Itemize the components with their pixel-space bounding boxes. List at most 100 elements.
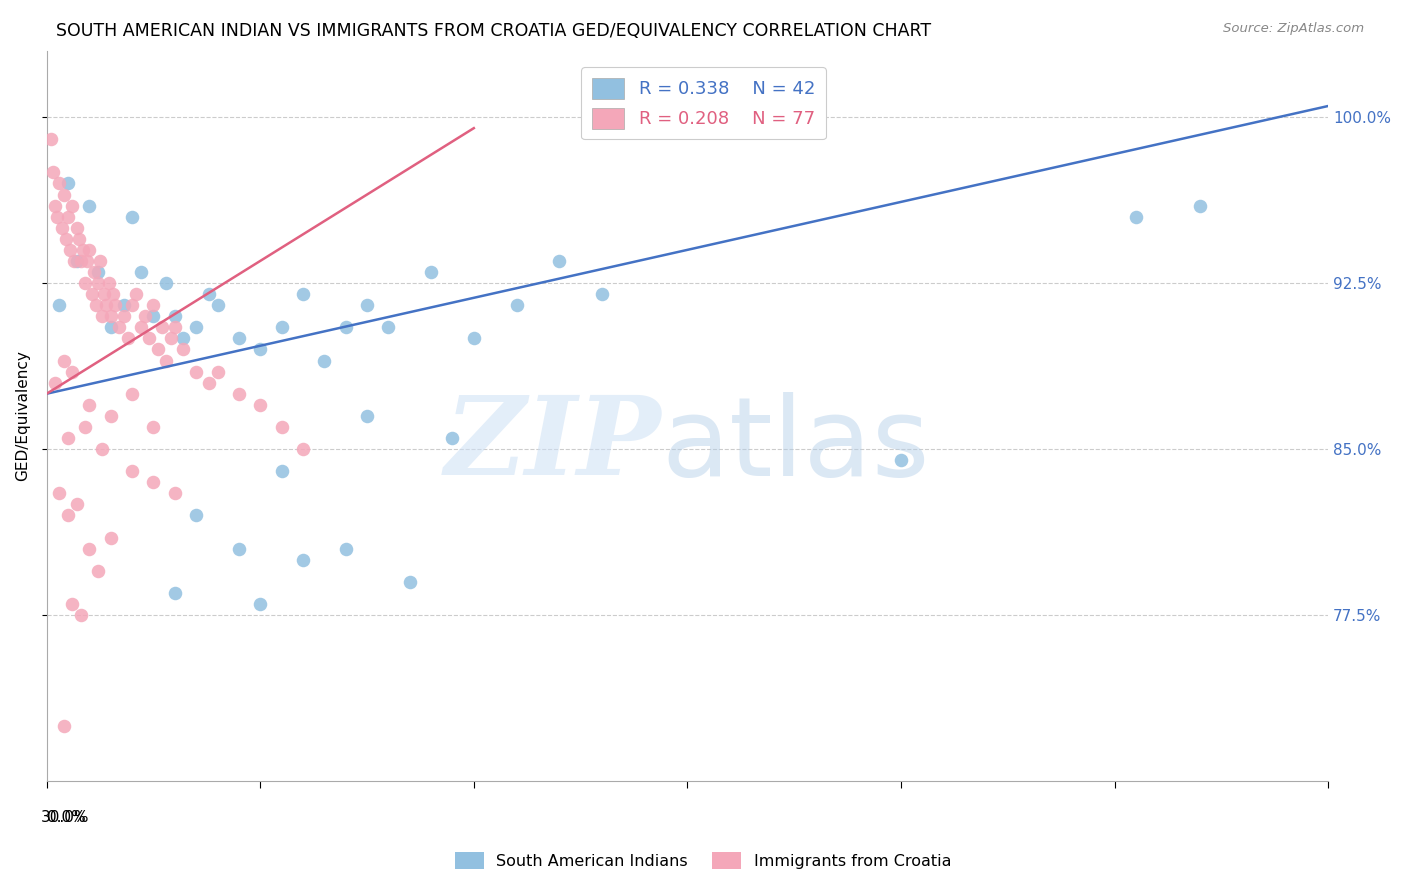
Point xyxy=(155,276,177,290)
Point xyxy=(91,442,114,456)
Point xyxy=(186,365,208,379)
Point xyxy=(100,409,122,423)
Y-axis label: GED/Equivalency: GED/Equivalency xyxy=(15,351,30,482)
Legend: R = 0.338    N = 42, R = 0.208    N = 77: R = 0.338 N = 42, R = 0.208 N = 77 xyxy=(581,67,827,139)
Point xyxy=(79,541,101,556)
Point xyxy=(142,475,165,490)
Point xyxy=(91,310,114,324)
Point xyxy=(172,331,194,345)
Point xyxy=(51,220,73,235)
Point xyxy=(163,310,186,324)
Point xyxy=(125,287,148,301)
Point xyxy=(172,343,194,357)
Point xyxy=(87,564,110,578)
Text: Source: ZipAtlas.com: Source: ZipAtlas.com xyxy=(1223,22,1364,36)
Point xyxy=(48,177,70,191)
Point xyxy=(65,220,87,235)
Point xyxy=(1125,210,1147,224)
Point xyxy=(291,287,314,301)
Point xyxy=(159,331,181,345)
Point xyxy=(228,386,250,401)
Point xyxy=(505,298,527,312)
Point xyxy=(39,132,62,146)
Point xyxy=(249,597,271,611)
Point xyxy=(60,365,83,379)
Point xyxy=(548,254,571,268)
Point xyxy=(75,420,97,434)
Point xyxy=(163,320,186,334)
Point xyxy=(76,254,98,268)
Point xyxy=(100,531,122,545)
Point xyxy=(163,486,186,500)
Point xyxy=(42,165,65,179)
Point xyxy=(142,298,165,312)
Point xyxy=(129,265,152,279)
Point xyxy=(117,331,139,345)
Point xyxy=(48,298,70,312)
Point xyxy=(83,265,105,279)
Point xyxy=(186,320,208,334)
Point xyxy=(52,719,75,733)
Point xyxy=(207,298,229,312)
Point xyxy=(79,243,101,257)
Text: ZIP: ZIP xyxy=(446,392,662,499)
Point xyxy=(121,298,143,312)
Point xyxy=(142,310,165,324)
Point xyxy=(291,442,314,456)
Point xyxy=(121,386,143,401)
Point xyxy=(270,420,292,434)
Text: atlas: atlas xyxy=(662,392,931,499)
Point xyxy=(46,210,69,224)
Point xyxy=(79,198,101,212)
Point xyxy=(291,552,314,566)
Point xyxy=(69,607,91,622)
Point xyxy=(52,187,75,202)
Point xyxy=(142,420,165,434)
Point xyxy=(198,376,221,390)
Point xyxy=(398,574,420,589)
Point xyxy=(186,508,208,523)
Point xyxy=(335,320,357,334)
Point xyxy=(270,464,292,478)
Point xyxy=(155,353,177,368)
Point xyxy=(146,343,169,357)
Point xyxy=(56,508,79,523)
Point xyxy=(138,331,160,345)
Point xyxy=(60,198,83,212)
Point xyxy=(134,310,156,324)
Point xyxy=(63,254,86,268)
Point xyxy=(207,365,229,379)
Point xyxy=(101,287,124,301)
Point xyxy=(108,320,131,334)
Point xyxy=(463,331,485,345)
Point xyxy=(112,298,135,312)
Point xyxy=(48,486,70,500)
Point xyxy=(591,287,613,301)
Point xyxy=(87,265,110,279)
Point xyxy=(1188,198,1211,212)
Text: 0.0%: 0.0% xyxy=(46,810,86,825)
Point xyxy=(356,409,378,423)
Point xyxy=(79,398,101,412)
Point xyxy=(87,276,110,290)
Point xyxy=(89,254,111,268)
Text: SOUTH AMERICAN INDIAN VS IMMIGRANTS FROM CROATIA GED/EQUIVALENCY CORRELATION CHA: SOUTH AMERICAN INDIAN VS IMMIGRANTS FROM… xyxy=(56,22,931,40)
Point xyxy=(59,243,82,257)
Point xyxy=(84,298,107,312)
Point xyxy=(60,597,83,611)
Point xyxy=(72,243,94,257)
Point xyxy=(104,298,127,312)
Point xyxy=(121,464,143,478)
Point xyxy=(112,310,135,324)
Point xyxy=(44,376,66,390)
Point xyxy=(249,343,271,357)
Point xyxy=(75,276,97,290)
Point xyxy=(314,353,336,368)
Point xyxy=(228,331,250,345)
Point xyxy=(52,353,75,368)
Point xyxy=(129,320,152,334)
Point xyxy=(96,298,118,312)
Point xyxy=(56,177,79,191)
Point xyxy=(100,320,122,334)
Point xyxy=(56,210,79,224)
